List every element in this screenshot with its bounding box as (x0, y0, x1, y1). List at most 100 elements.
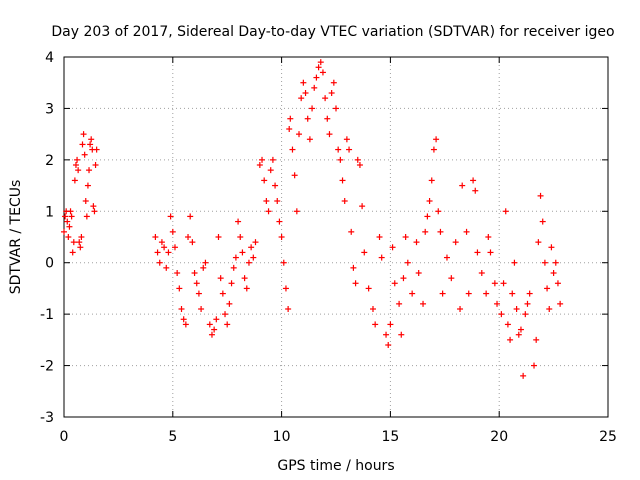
chart-title: Day 203 of 2017, Sidereal Day-to-day VTE… (51, 24, 614, 40)
data-point (483, 290, 490, 297)
data-point (389, 244, 396, 251)
data-point (465, 290, 472, 297)
data-point (180, 316, 187, 323)
data-point (171, 244, 178, 251)
data-point (228, 280, 235, 287)
data-point (402, 234, 409, 240)
data-point (333, 105, 339, 112)
data-point (69, 249, 76, 256)
data-point (502, 208, 509, 215)
data-point (232, 254, 239, 261)
data-point (156, 259, 163, 266)
x-tick-label: 25 (599, 429, 617, 445)
data-point (524, 300, 531, 307)
y-tick-label: 3 (45, 101, 54, 117)
data-point (474, 249, 481, 256)
data-point (400, 275, 407, 282)
data-point (487, 249, 494, 256)
data-point (79, 141, 86, 148)
data-point (178, 306, 185, 312)
data-point (557, 300, 564, 307)
x-tick-label: 20 (490, 429, 508, 445)
data-point (187, 213, 194, 220)
data-point (208, 331, 215, 338)
data-point (544, 285, 551, 292)
data-point (420, 300, 427, 307)
data-point (62, 213, 69, 220)
data-point (415, 270, 422, 276)
data-point (261, 177, 268, 184)
data-point (430, 146, 437, 153)
data-point (526, 290, 533, 297)
ticks-layer (63, 56, 609, 418)
data-point (541, 259, 548, 266)
y-tick-label: 4 (45, 50, 54, 66)
data-point (494, 300, 501, 307)
x-tick-label: 5 (168, 429, 177, 445)
data-point (241, 275, 248, 282)
data-point (341, 198, 348, 204)
data-point (267, 167, 274, 174)
x-axis-label: GPS time / hours (277, 458, 394, 474)
data-point (75, 167, 82, 174)
data-point (213, 316, 220, 323)
data-point (313, 74, 320, 81)
data-point (68, 213, 75, 220)
x-tick-label: 15 (381, 429, 399, 445)
data-point (546, 306, 553, 312)
data-point (356, 162, 363, 168)
data-point (154, 249, 161, 256)
data-point (350, 264, 357, 271)
data-point (287, 115, 294, 122)
data-point (509, 290, 516, 297)
plot-frame (63, 56, 609, 418)
data-point (533, 336, 540, 343)
data-point (250, 254, 257, 261)
data-point (309, 105, 316, 112)
data-point (76, 239, 83, 246)
data-point (67, 208, 74, 215)
data-point (463, 228, 470, 235)
data-point (274, 198, 281, 204)
data-point (296, 131, 303, 138)
data-point (185, 234, 192, 240)
data-point (239, 249, 246, 256)
data-point (80, 131, 87, 138)
y-tick-label: 0 (45, 256, 54, 272)
data-point (191, 270, 198, 276)
data-point (328, 90, 335, 96)
x-tick-label: 10 (273, 429, 291, 445)
data-point (245, 259, 252, 266)
data-point (152, 234, 159, 240)
data-point (531, 362, 538, 369)
data-point (319, 69, 326, 76)
data-point (291, 172, 298, 179)
data-point (167, 213, 174, 220)
data-point (298, 95, 305, 102)
data-point (74, 156, 81, 163)
data-point (91, 208, 98, 215)
data-point (550, 270, 557, 276)
data-point (428, 177, 435, 184)
data-point (269, 156, 276, 163)
data-point (300, 79, 307, 86)
data-point (346, 146, 353, 153)
data-point (435, 208, 442, 215)
data-point (158, 239, 165, 246)
data-point (457, 306, 464, 312)
data-point (398, 331, 405, 338)
data-point (237, 234, 244, 240)
data-point (174, 270, 181, 276)
data-point (352, 280, 359, 287)
data-point (378, 254, 385, 261)
data-point (322, 95, 329, 102)
data-point (385, 342, 392, 348)
data-point (376, 234, 383, 240)
data-point (404, 259, 411, 266)
data-point (485, 234, 492, 240)
data-point (219, 290, 226, 297)
y-tick-label: -3 (40, 410, 54, 426)
data-point (226, 300, 233, 307)
data-point (437, 228, 444, 235)
data-point (211, 326, 218, 333)
